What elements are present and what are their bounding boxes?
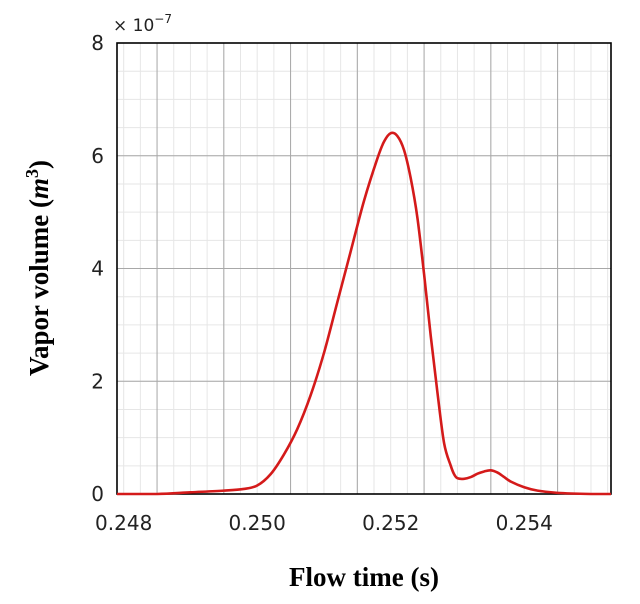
y-tick-label: 4 — [91, 257, 104, 281]
y-multiplier-label: × 10−7 — [113, 12, 172, 36]
x-tick-label: 0.254 — [496, 511, 553, 535]
series-layer — [117, 131, 611, 496]
y-tick-label: 6 — [91, 144, 104, 168]
y-tick-label: 8 — [91, 31, 104, 55]
grid-lines — [117, 42, 611, 495]
y-tick-label: 0 — [91, 482, 104, 506]
y-axis-title: Vapor volume (m3) — [22, 160, 54, 376]
x-axis-title: Flow time (s) — [289, 562, 439, 592]
x-tick-label: 0.252 — [362, 511, 419, 535]
plot-frame — [116, 42, 612, 495]
vapor-volume-line — [117, 131, 611, 496]
x-tick-label: 0.250 — [229, 511, 286, 535]
tick-labels: 0.248 0.250 0.252 0.254 0 2 4 6 8 — [91, 31, 553, 535]
y-tick-label: 2 — [91, 369, 104, 393]
x-tick-label: 0.248 — [95, 511, 152, 535]
